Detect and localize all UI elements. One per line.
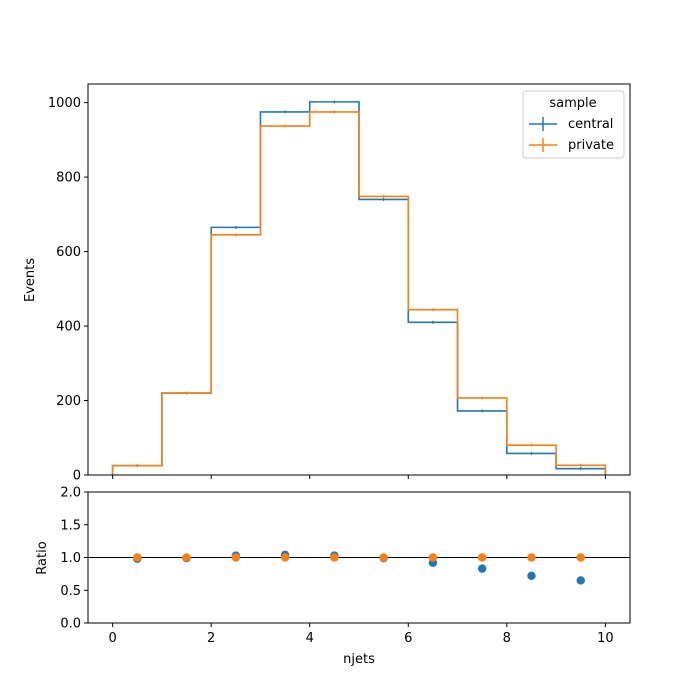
main-plot-frame xyxy=(87,83,631,476)
legend-entry-central: central xyxy=(529,117,613,132)
ratio-point-private-8 xyxy=(527,553,536,562)
ratio-point-private-5 xyxy=(379,553,388,562)
ratio-panel: 0.0 0.5 1.0 1.5 2.0 0 2 4 6 8 10 Ratio njets xyxy=(35,486,631,667)
x-tick-label: 10 xyxy=(597,631,614,646)
ratio-y-tick-label: 0.5 xyxy=(60,584,81,599)
ratio-points-layer xyxy=(133,550,585,585)
ratio-point-private-0 xyxy=(133,553,142,562)
main-x-axis-ticks xyxy=(112,475,606,479)
legend-title: sample xyxy=(549,96,596,111)
ratio-y-axis-label: Ratio xyxy=(35,541,50,574)
ratio-point-central-7 xyxy=(477,564,487,573)
main-y-tick-label: 0 xyxy=(73,469,81,484)
legend-entry-private: private xyxy=(529,138,614,153)
histogram-series-layer xyxy=(111,100,607,475)
ratio-point-private-7 xyxy=(477,553,487,562)
legend-label-central: central xyxy=(568,117,613,132)
x-tick-label: 6 xyxy=(404,631,412,646)
main-y-axis-ticks: 0 200 400 600 800 1000 xyxy=(48,96,88,484)
main-y-tick-label: 1000 xyxy=(48,96,81,111)
ratio-point-central-9 xyxy=(576,576,585,585)
x-tick-label: 2 xyxy=(207,631,215,646)
ratio-y-tick-label: 1.5 xyxy=(60,518,81,533)
main-y-tick-label: 800 xyxy=(56,171,81,186)
main-y-tick-label: 600 xyxy=(56,245,81,260)
ratio-point-private-3 xyxy=(280,553,290,562)
ratio-point-private-4 xyxy=(330,553,339,562)
main-y-axis-label: Events xyxy=(23,258,38,302)
main-y-tick-label: 400 xyxy=(56,320,81,335)
x-axis-label: njets xyxy=(343,652,375,667)
ratio-plot-frame xyxy=(87,491,631,624)
main-histogram-panel: 0 200 400 600 800 1000 Events sample central … xyxy=(23,83,631,484)
x-tick-label: 4 xyxy=(306,631,314,646)
ratio-point-central-8 xyxy=(527,571,536,581)
legend: sample central private xyxy=(522,90,625,159)
ratio-point-private-2 xyxy=(231,553,241,562)
ratio-y-tick-label: 0.0 xyxy=(60,617,81,632)
legend-label-private: private xyxy=(568,138,614,153)
x-tick-label: 0 xyxy=(108,631,116,646)
ratio-point-private-6 xyxy=(428,553,438,562)
x-tick-label: 8 xyxy=(503,631,511,646)
ratio-point-private-1 xyxy=(182,553,191,562)
main-y-tick-label: 200 xyxy=(56,394,81,409)
legend-box xyxy=(522,90,625,159)
ratio-y-tick-label: 1.0 xyxy=(60,551,81,566)
ratio-x-axis-ticks: 0 2 4 6 8 10 xyxy=(108,623,614,646)
ratio-y-tick-label: 2.0 xyxy=(60,486,81,501)
ratio-y-axis-ticks: 0.0 0.5 1.0 1.5 2.0 xyxy=(60,486,88,632)
ratio-point-private-9 xyxy=(576,553,585,562)
